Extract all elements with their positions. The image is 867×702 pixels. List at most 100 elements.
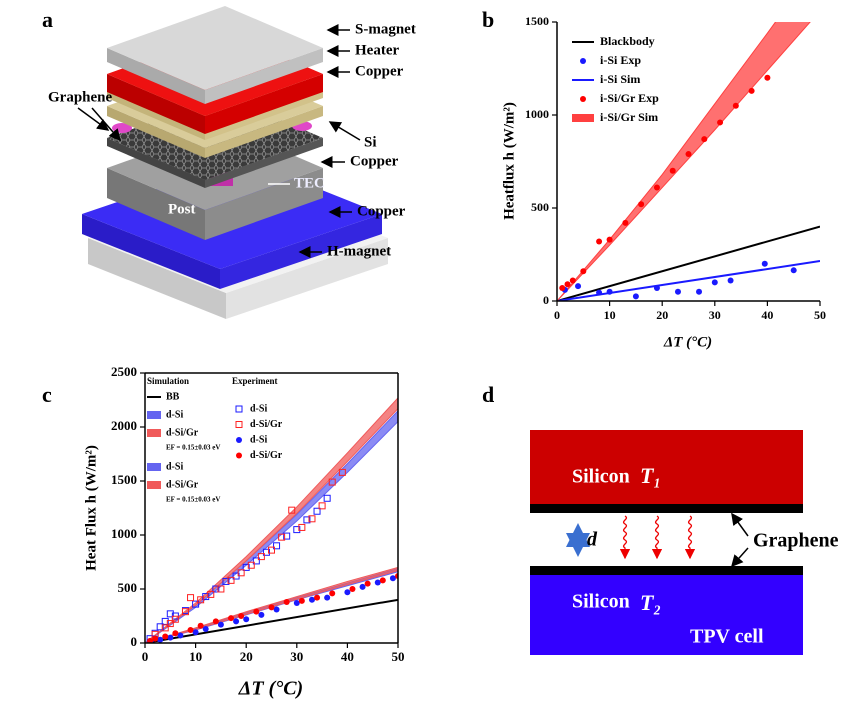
y-tick-label: 1000 <box>111 526 137 541</box>
x-tick-label: 50 <box>392 649 405 664</box>
point <box>733 103 739 109</box>
legend-swatch <box>147 411 161 419</box>
panel-label: b <box>482 7 494 32</box>
temperature-label: T₁ <box>640 463 661 488</box>
point <box>638 201 644 207</box>
x-tick-label: 40 <box>761 308 773 322</box>
y-tick-label: 500 <box>531 200 549 214</box>
legend-heading: Experiment <box>232 376 278 386</box>
device-label: TPV cell <box>690 626 764 648</box>
legend-label: i-Si/Gr Sim <box>600 110 658 124</box>
panel-label: c <box>42 382 52 407</box>
point <box>329 590 335 596</box>
point <box>365 581 371 587</box>
point <box>654 285 660 291</box>
silicon-top <box>530 430 803 504</box>
point <box>717 119 723 125</box>
y-tick-label: 0 <box>543 293 549 307</box>
y-tick-label: 1500 <box>525 14 549 28</box>
figure: a b c d S-magnet Heater Copper Graphene … <box>0 0 867 702</box>
legend-label: d-Si/Gr <box>166 427 199 438</box>
legend-note: EF = 0.15±0.03 eV <box>166 496 220 504</box>
x-tick-label: 10 <box>189 649 202 664</box>
temperature-label: T₂ <box>640 590 661 615</box>
point <box>559 285 565 291</box>
x-tick-label: 50 <box>814 308 826 322</box>
y-axis-title: Heat Flux h (W/m²) <box>83 445 99 571</box>
point <box>157 637 163 643</box>
point <box>728 278 734 284</box>
legend-swatch <box>572 114 594 122</box>
legend-label: i-Si/Gr Exp <box>600 91 659 105</box>
y-tick-label: 2500 <box>111 364 137 379</box>
point <box>167 635 173 641</box>
legend-label: d-Si/Gr <box>250 419 283 430</box>
point <box>749 88 755 94</box>
point <box>299 598 305 604</box>
graphene-bottom <box>530 566 803 575</box>
legend-swatch <box>147 463 161 471</box>
chart: 01020304050050010001500ΔT (°C)Heatflux h… <box>501 0 826 350</box>
layer-label: Si <box>364 134 377 150</box>
y-tick-label: 2000 <box>111 418 137 433</box>
point <box>218 622 224 628</box>
y-axis-title: Heatflux h (W/m²) <box>501 102 517 220</box>
gap-label: d <box>587 529 598 551</box>
point <box>172 630 178 636</box>
layer-label: Copper <box>350 153 399 169</box>
legend-label: d-Si <box>250 403 267 414</box>
legend-swatch <box>580 58 586 64</box>
point <box>188 627 194 633</box>
legend-swatch <box>580 96 586 102</box>
material-label: Silicon <box>572 466 630 488</box>
point <box>188 595 194 601</box>
point <box>162 634 168 640</box>
layer-label: Post <box>168 201 196 217</box>
legend-label: BB <box>166 391 180 402</box>
point <box>243 616 249 622</box>
point <box>575 283 581 289</box>
x-tick-label: 0 <box>142 649 149 664</box>
x-tick-label: 10 <box>604 308 616 322</box>
layer-label: H-magnet <box>327 243 391 259</box>
point <box>238 613 244 619</box>
layer-label: Copper <box>357 203 406 219</box>
x-tick-label: 20 <box>656 308 668 322</box>
legend-swatch <box>236 422 242 428</box>
radiation-arrow <box>624 516 627 558</box>
legend-label: i-Si Exp <box>600 53 641 67</box>
y-tick-label: 1000 <box>525 107 549 121</box>
legend-label: i-Si Sim <box>600 72 640 86</box>
layer-label: Graphene <box>48 89 113 105</box>
legend-swatch <box>236 406 242 412</box>
point <box>233 618 239 624</box>
x-axis-title: ΔT (°C) <box>238 678 303 700</box>
point <box>198 623 204 629</box>
point <box>712 279 718 285</box>
legend-label: Blackbody <box>600 34 655 48</box>
point <box>596 238 602 244</box>
legend-label: d-Si <box>166 461 183 472</box>
point <box>570 278 576 284</box>
point <box>269 604 275 610</box>
x-tick-label: 30 <box>290 649 303 664</box>
point <box>284 599 290 605</box>
point <box>580 268 586 274</box>
layer-label: S-magnet <box>355 21 416 37</box>
line <box>557 261 820 301</box>
point <box>701 136 707 142</box>
line <box>557 227 820 301</box>
legend-note: EF = 0.15±0.03 eV <box>166 444 220 452</box>
y-tick-label: 500 <box>118 580 138 595</box>
layer-label: Copper <box>355 63 404 79</box>
legend-swatch <box>236 437 242 443</box>
y-tick-label: 1500 <box>111 472 137 487</box>
legend-swatch <box>236 453 242 459</box>
legend-label: d-Si/Gr <box>166 479 199 490</box>
plot-area <box>557 0 820 301</box>
point <box>349 586 355 592</box>
point <box>324 595 330 601</box>
point <box>633 293 639 299</box>
x-tick-label: 20 <box>240 649 253 664</box>
layer-label: Heater <box>355 42 399 58</box>
